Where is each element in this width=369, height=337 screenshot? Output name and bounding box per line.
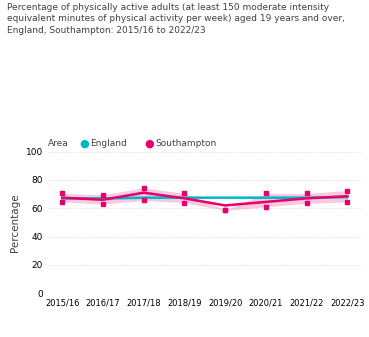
Y-axis label: Percentage: Percentage — [10, 193, 20, 252]
Text: Southampton: Southampton — [155, 139, 216, 148]
Text: Percentage of physically active adults (at least 150 moderate intensity
equivale: Percentage of physically active adults (… — [7, 3, 345, 35]
Text: ●: ● — [144, 138, 154, 148]
Text: Area: Area — [48, 139, 69, 148]
Text: England: England — [90, 139, 127, 148]
Text: ●: ● — [79, 138, 89, 148]
